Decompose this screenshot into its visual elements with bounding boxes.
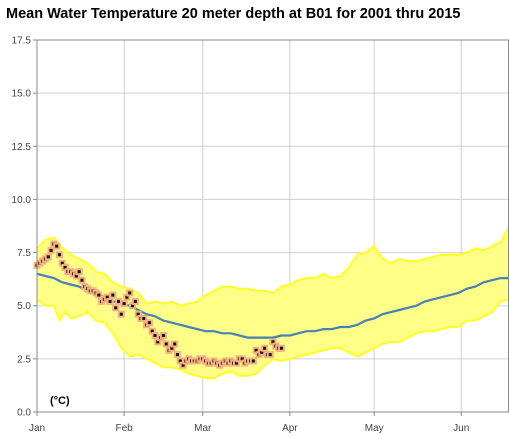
observed-point <box>162 340 170 348</box>
observed-point <box>266 351 274 359</box>
observed-point <box>126 289 134 297</box>
observed-point <box>151 331 159 339</box>
observed-point <box>117 310 125 318</box>
observed-point <box>134 310 142 318</box>
observed-point <box>173 351 181 359</box>
range-band-upper-edge <box>36 226 509 307</box>
observed-point <box>95 291 103 299</box>
observed-point <box>168 344 176 352</box>
observed-point <box>55 251 63 259</box>
observed-point <box>129 302 137 310</box>
observed-point <box>232 359 240 367</box>
observed-point <box>140 314 148 322</box>
y-tick-label: 12.5 <box>12 142 32 153</box>
observed-point <box>171 340 179 348</box>
observed-point <box>106 297 114 305</box>
observed-point <box>145 319 153 327</box>
observed-point <box>131 297 139 305</box>
observed-point <box>176 357 184 365</box>
y-tick-label: 5.0 <box>17 301 31 312</box>
y-tick-label: 7.5 <box>17 248 31 259</box>
observed-point <box>258 348 266 356</box>
observed-point <box>261 344 269 352</box>
range-band-lower-edge <box>36 298 509 379</box>
observed-point <box>114 297 122 305</box>
unit-label: (°C) <box>50 395 70 407</box>
x-tick-label: Jan <box>29 423 45 434</box>
observed-point <box>120 300 128 308</box>
y-tick-label: 17.5 <box>12 36 32 47</box>
observed-point <box>179 361 187 369</box>
observed-point <box>238 355 246 363</box>
x-tick-label: May <box>365 423 384 434</box>
x-tick-label: Mar <box>194 423 212 434</box>
observed-point <box>159 331 167 339</box>
observed-point <box>72 272 80 280</box>
observed-point <box>109 291 117 299</box>
x-tick-label: Feb <box>115 423 133 434</box>
observed-point <box>112 304 120 312</box>
observed-point <box>61 263 69 271</box>
observed-point <box>277 344 285 352</box>
observed-point <box>154 338 162 346</box>
observed-point <box>123 293 131 301</box>
observed-point <box>75 268 83 276</box>
observed-point <box>103 293 111 301</box>
observed-point <box>78 276 86 284</box>
y-tick-label: 2.5 <box>17 354 31 365</box>
axes: 0.0 2.5 5.0 7.5 10.0 12.5 15.0 17.5 Jan Feb Mar Apr… <box>12 36 470 435</box>
x-tick-label: Jun <box>453 423 469 434</box>
observed-point <box>44 253 52 261</box>
observed-point <box>249 357 257 365</box>
y-tick-label: 0.0 <box>17 408 31 419</box>
observed-point <box>53 242 61 250</box>
observed-series <box>33 240 285 369</box>
observed-point <box>47 246 55 254</box>
observed-point <box>252 346 260 354</box>
observed-point <box>58 259 66 267</box>
x-tick-label: Apr <box>282 423 298 434</box>
observed-point <box>148 327 156 335</box>
y-tick-label: 15.0 <box>12 89 32 100</box>
y-tick-label: 10.0 <box>12 195 32 206</box>
chart-title: Mean Water Temperature 20 meter depth at… <box>6 6 461 22</box>
observed-point <box>269 338 277 346</box>
